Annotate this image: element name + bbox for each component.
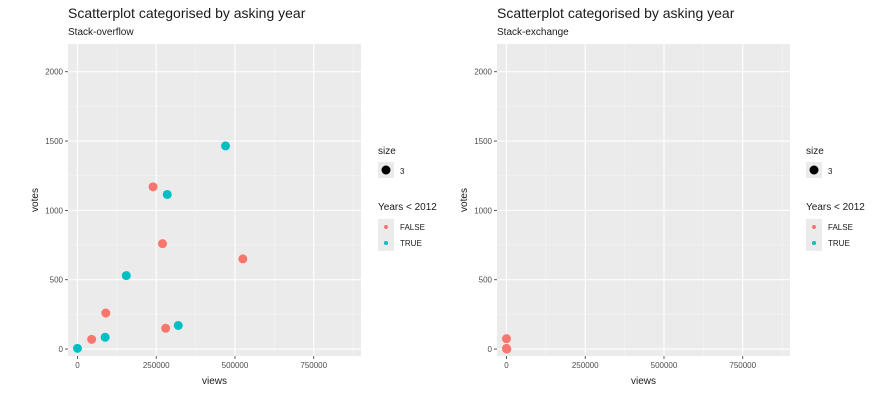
y-axis-title: votes bbox=[30, 188, 41, 212]
data-point-true bbox=[121, 271, 131, 281]
y-tick-label: 2000 bbox=[474, 68, 492, 77]
legend-size-key bbox=[809, 165, 819, 175]
data-point-false bbox=[238, 254, 248, 264]
data-point-true bbox=[72, 343, 82, 353]
legend-color-title: Years < 2012 bbox=[378, 202, 437, 213]
legend-key-true bbox=[384, 241, 388, 245]
data-point-false bbox=[161, 323, 171, 333]
legend-size-label: 3 bbox=[828, 167, 833, 176]
x-tick-label: 500000 bbox=[651, 361, 678, 370]
plot-panel bbox=[68, 44, 361, 356]
plot-panel bbox=[497, 44, 790, 356]
data-point-false bbox=[87, 334, 97, 344]
x-axis-title: views bbox=[202, 376, 227, 387]
legend-size-title: size bbox=[806, 146, 824, 157]
chart-subtitle: Stack-overflow bbox=[68, 27, 134, 38]
y-tick-label: 1000 bbox=[45, 206, 63, 215]
chart-subtitle: Stack-exchange bbox=[497, 27, 569, 38]
y-tick-label: 0 bbox=[59, 345, 64, 354]
data-point-false bbox=[101, 308, 111, 318]
x-tick-label: 0 bbox=[75, 361, 80, 370]
data-point-true bbox=[162, 189, 172, 199]
legend: size 3 Years < 2012 FALSE TRUE bbox=[378, 146, 437, 251]
data-point-true bbox=[173, 320, 183, 330]
data-point-false bbox=[158, 239, 168, 249]
legend-size-title: size bbox=[378, 146, 396, 157]
legend-key-false bbox=[384, 225, 388, 229]
chart-title: Scatterplot categorised by asking year bbox=[497, 5, 735, 21]
legend-label-true: TRUE bbox=[828, 239, 850, 248]
chart-1: Scatterplot categorised by asking year St… bbox=[459, 5, 865, 387]
legend-label-false: FALSE bbox=[828, 223, 853, 232]
y-tick-label: 1500 bbox=[45, 137, 63, 146]
x-tick-label: 750000 bbox=[300, 361, 327, 370]
y-axis-title: votes bbox=[459, 188, 470, 212]
legend-size-key bbox=[381, 165, 391, 175]
data-point-false bbox=[502, 344, 512, 354]
chart-title: Scatterplot categorised by asking year bbox=[68, 5, 306, 21]
y-tick-label: 0 bbox=[488, 345, 493, 354]
legend-label-false: FALSE bbox=[400, 223, 425, 232]
y-tick-label: 500 bbox=[479, 276, 493, 285]
data-point-true bbox=[100, 332, 110, 342]
y-tick-label: 1000 bbox=[474, 206, 492, 215]
chart-0: Scatterplot categorised by asking year St… bbox=[30, 5, 437, 387]
legend-color-title: Years < 2012 bbox=[806, 202, 865, 213]
data-point-false bbox=[501, 334, 511, 344]
x-tick-label: 0 bbox=[504, 361, 509, 370]
x-axis-title: views bbox=[631, 376, 656, 387]
x-tick-label: 500000 bbox=[222, 361, 249, 370]
legend-key-true bbox=[812, 241, 816, 245]
y-tick-label: 2000 bbox=[45, 68, 63, 77]
x-tick-label: 250000 bbox=[572, 361, 599, 370]
legend-label-true: TRUE bbox=[400, 239, 422, 248]
data-point-false bbox=[148, 182, 158, 192]
data-point-true bbox=[221, 141, 231, 151]
legend-size-label: 3 bbox=[400, 167, 405, 176]
legend: size 3 Years < 2012 FALSE TRUE bbox=[806, 146, 865, 251]
y-tick-label: 1500 bbox=[474, 137, 492, 146]
legend-key-false bbox=[812, 225, 816, 229]
x-tick-label: 750000 bbox=[729, 361, 756, 370]
x-tick-label: 250000 bbox=[143, 361, 170, 370]
y-tick-label: 500 bbox=[50, 276, 64, 285]
